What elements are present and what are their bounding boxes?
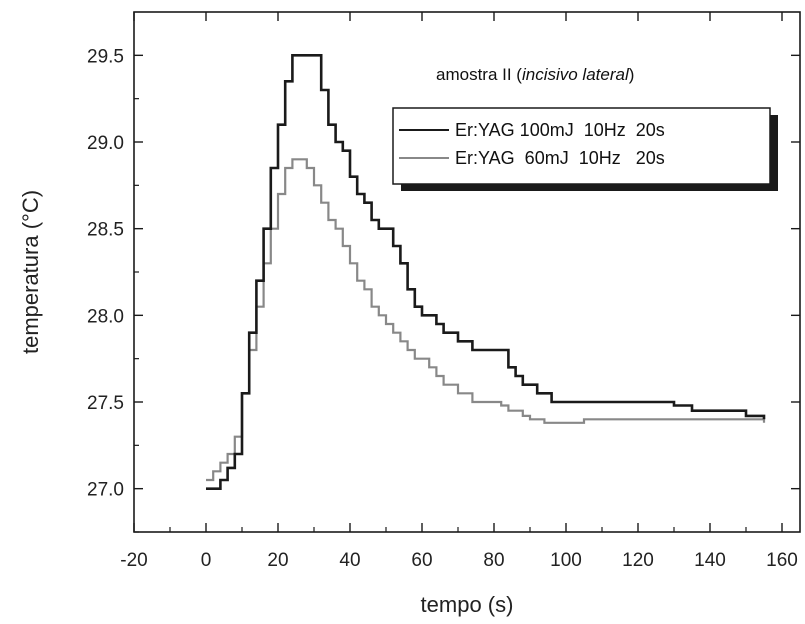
series-line-2 xyxy=(206,158,766,482)
legend-label-series-1: Er:YAG 100mJ 10Hz 20s xyxy=(455,120,665,140)
y-tick-label: 28.5 xyxy=(87,220,124,241)
series-layer xyxy=(206,54,766,490)
y-tick-label: 28.0 xyxy=(87,306,124,327)
ticks-layer: -20 0 20 40 60 80 100 120 140 160 27.0 27.5 28.0 28.5… xyxy=(87,12,800,571)
x-tick-label: -20 xyxy=(120,550,147,571)
legend-label-series-2: Er:YAG 60mJ 10Hz 20s xyxy=(455,148,665,168)
x-axis-title: tempo (s) xyxy=(421,592,514,617)
x-tick-label: 60 xyxy=(411,550,432,571)
x-tick-label: 0 xyxy=(201,550,212,571)
annotation-suffix: ) xyxy=(629,65,635,84)
series-line-1 xyxy=(206,54,766,490)
annotation-prefix: amostra II ( xyxy=(436,65,522,84)
x-tick-label: 120 xyxy=(622,550,654,571)
x-tick-label: 140 xyxy=(694,550,726,571)
x-tick-label: 40 xyxy=(339,550,360,571)
legend-box xyxy=(392,107,771,185)
legend: Er:YAG 100mJ 10Hz 20s Er:YAG 60mJ 10Hz 2… xyxy=(392,107,778,191)
y-axis-title: temperatura (°C) xyxy=(18,190,43,354)
y-tick-label: 27.5 xyxy=(87,393,124,414)
x-tick-label: 160 xyxy=(766,550,798,571)
y-tick-label: 27.0 xyxy=(87,480,124,501)
sample-annotation: amostra II (incisivo lateral) xyxy=(436,65,634,84)
x-tick-label: 80 xyxy=(483,550,504,571)
annotation-italic: incisivo lateral xyxy=(522,65,630,84)
x-tick-label: 100 xyxy=(550,550,582,571)
y-tick-label: 29.5 xyxy=(87,46,124,67)
y-tick-label: 29.0 xyxy=(87,133,124,154)
x-tick-label: 20 xyxy=(267,550,288,571)
